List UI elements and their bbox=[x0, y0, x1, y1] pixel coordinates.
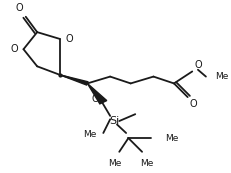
Text: Me: Me bbox=[214, 72, 228, 81]
Polygon shape bbox=[87, 83, 106, 104]
Text: Me: Me bbox=[164, 134, 177, 143]
Text: O: O bbox=[65, 34, 73, 44]
Text: O: O bbox=[10, 44, 18, 54]
Text: Si: Si bbox=[109, 116, 119, 126]
Text: Me: Me bbox=[83, 130, 96, 139]
Text: O: O bbox=[194, 60, 201, 70]
Polygon shape bbox=[60, 75, 88, 85]
Text: Me: Me bbox=[108, 159, 121, 168]
Text: O: O bbox=[16, 3, 23, 13]
Text: Me: Me bbox=[139, 159, 153, 168]
Text: O: O bbox=[189, 99, 197, 109]
Text: O: O bbox=[91, 94, 98, 104]
